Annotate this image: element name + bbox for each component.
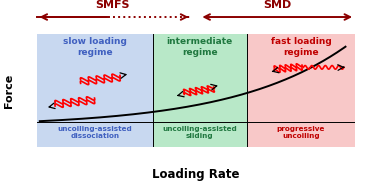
Bar bbox=[247, 34, 355, 122]
Text: slow loading
regime: slow loading regime bbox=[63, 37, 127, 57]
Text: progressive
uncoiling: progressive uncoiling bbox=[277, 126, 325, 139]
Bar bbox=[37, 122, 153, 147]
Bar bbox=[153, 122, 247, 147]
Bar bbox=[247, 122, 355, 147]
Text: intermediate
regime: intermediate regime bbox=[167, 37, 233, 57]
Text: SMD: SMD bbox=[263, 0, 291, 10]
Bar bbox=[153, 34, 247, 122]
Text: Force: Force bbox=[4, 74, 14, 108]
Text: uncoiling-assisted
sliding: uncoiling-assisted sliding bbox=[163, 126, 237, 139]
Text: SMFS: SMFS bbox=[95, 0, 130, 10]
Bar bbox=[37, 34, 153, 122]
Text: fast loading
regime: fast loading regime bbox=[270, 37, 331, 57]
Text: Loading Rate: Loading Rate bbox=[152, 168, 240, 181]
Text: uncoiling-assisted
dissociation: uncoiling-assisted dissociation bbox=[57, 126, 132, 139]
